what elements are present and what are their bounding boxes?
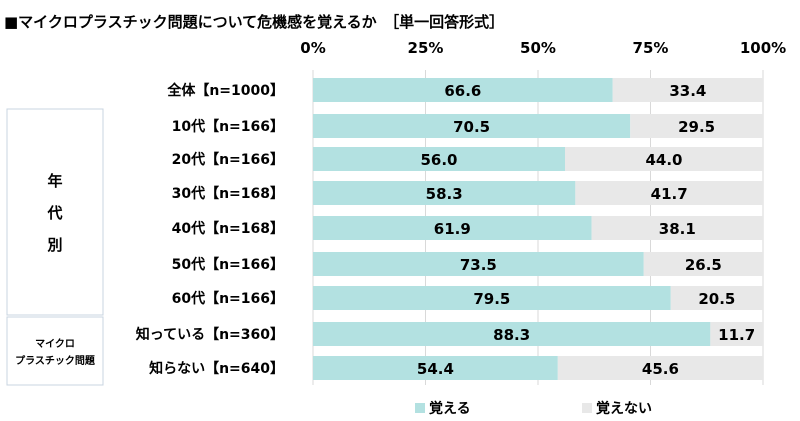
legend-swatch	[582, 403, 592, 413]
value-label: 73.5	[460, 256, 497, 274]
bar-segment	[313, 181, 576, 205]
legend: 覚える 覚えない	[415, 400, 652, 417]
value-label: 20.5	[698, 290, 735, 308]
bar-segment	[313, 216, 592, 240]
bar-segment	[313, 252, 644, 276]
category-label: 全体【n=1000】	[166, 82, 284, 99]
bar-segment	[313, 322, 711, 346]
value-label: 33.4	[669, 82, 706, 100]
category-label: 60代【n=166】	[172, 290, 284, 307]
value-label: 79.5	[473, 290, 510, 308]
category-label: 40代【n=168】	[172, 220, 284, 237]
bar-segment	[565, 147, 763, 171]
value-label: 61.9	[434, 220, 471, 238]
bar-segment	[670, 286, 763, 310]
bar-segment	[313, 114, 631, 138]
category-labels: 全体【n=1000】 10代【n=166】 20代【n=166】 30代【n=168】…	[136, 82, 284, 377]
value-labels: 66.6 33.4 70.5 29.5 56.0 44.0 58.3 41.7 61.9 38.1…	[417, 82, 755, 378]
group-box	[6, 108, 104, 316]
bar-segment	[313, 356, 558, 380]
bar-segment	[313, 286, 671, 310]
group-label-char: 年	[47, 172, 62, 190]
value-label: 38.1	[659, 220, 696, 238]
value-label: 44.0	[645, 151, 682, 169]
bars	[313, 78, 763, 380]
bar-segment	[313, 147, 565, 171]
category-label: 10代【n=166】	[172, 118, 284, 135]
bar-segment	[575, 181, 763, 205]
bar-segment	[630, 114, 763, 138]
value-label: 88.3	[493, 326, 530, 344]
value-label: 66.6	[444, 82, 481, 100]
legend-label: 覚える	[429, 400, 471, 417]
bar-segment	[643, 252, 763, 276]
value-label: 41.7	[651, 185, 688, 203]
chart-title: ■マイクロプラスチック問題について危機感を覚えるか ［単一回答形式］	[4, 13, 504, 31]
value-label: 54.4	[417, 360, 454, 378]
bar-segment	[710, 322, 763, 346]
legend-swatch	[415, 403, 425, 413]
bar-segment	[313, 78, 613, 102]
group-box	[6, 316, 104, 386]
category-label: 30代【n=168】	[172, 185, 284, 202]
x-tick-label: 25%	[408, 39, 444, 57]
bar-segment	[557, 356, 763, 380]
group-label-line: マイクロ	[35, 338, 75, 350]
group-label-char: 別	[46, 236, 62, 254]
value-label: 26.5	[685, 256, 722, 274]
value-label: 45.6	[642, 360, 679, 378]
category-label: 知っている【n=360】	[136, 326, 284, 343]
x-tick-label: 75%	[633, 39, 669, 57]
x-tick-label: 0%	[300, 39, 325, 57]
group-label-line: プラスチック問題	[15, 354, 96, 367]
category-label: 20代【n=166】	[172, 151, 284, 168]
x-tick-label: 100%	[740, 39, 786, 57]
x-tick-label: 50%	[520, 39, 556, 57]
bar-segment	[591, 216, 763, 240]
x-axis-ticks: 0% 25% 50% 75% 100%	[300, 39, 786, 57]
value-label: 56.0	[420, 151, 457, 169]
value-label: 70.5	[453, 118, 490, 136]
legend-label: 覚えない	[596, 400, 652, 417]
group-label-char: 代	[46, 204, 62, 222]
category-label: 知らない【n=640】	[149, 360, 284, 377]
bar-segment	[612, 78, 763, 102]
value-label: 58.3	[426, 185, 463, 203]
category-label: 50代【n=166】	[172, 256, 284, 273]
value-label: 11.7	[718, 326, 755, 344]
value-label: 29.5	[678, 118, 715, 136]
